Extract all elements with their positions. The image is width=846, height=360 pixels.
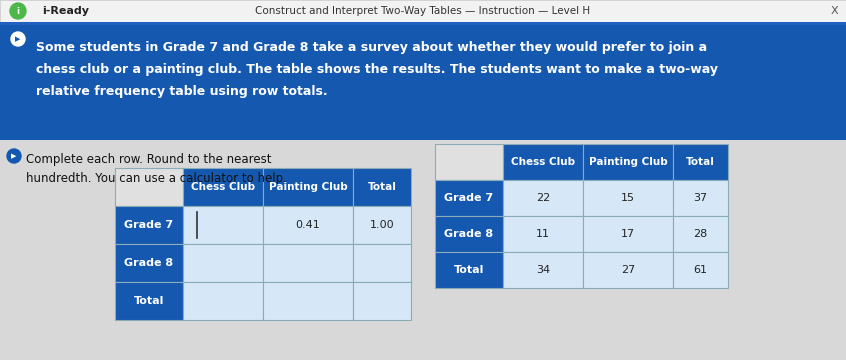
Bar (353, 244, 411, 282)
Bar (583, 144, 673, 180)
Text: Construct and Interpret Two-Way Tables — Instruction — Level H: Construct and Interpret Two-Way Tables —… (255, 6, 591, 16)
Bar (183, 206, 263, 244)
Bar (673, 180, 728, 216)
Circle shape (11, 32, 25, 46)
Text: 22: 22 (536, 193, 550, 203)
Text: Painting Club: Painting Club (589, 157, 667, 167)
Bar (183, 282, 263, 320)
Bar (435, 252, 503, 288)
Text: hundredth. You can use a calculator to help.: hundredth. You can use a calculator to h… (26, 172, 287, 185)
Circle shape (10, 3, 26, 19)
Text: 27: 27 (621, 265, 635, 275)
Bar (673, 216, 728, 252)
Bar (0, 22, 846, 25)
Bar (503, 216, 583, 252)
Bar (263, 206, 353, 244)
Text: 28: 28 (694, 229, 707, 239)
Bar (673, 252, 728, 288)
Bar (353, 206, 411, 244)
Bar (353, 168, 411, 206)
Text: Total: Total (134, 296, 164, 306)
Bar (183, 244, 263, 282)
Text: ▶: ▶ (11, 153, 17, 159)
Bar (263, 282, 353, 320)
Text: chess club or a painting club. The table shows the results. The students want to: chess club or a painting club. The table… (36, 63, 718, 76)
Text: 0.41: 0.41 (295, 220, 321, 230)
Bar (503, 180, 583, 216)
Bar (435, 180, 503, 216)
Bar (673, 144, 728, 180)
Bar (115, 244, 183, 282)
Bar (583, 216, 673, 252)
Bar (115, 168, 183, 206)
Bar (115, 282, 183, 320)
Text: 1.00: 1.00 (370, 220, 394, 230)
Bar (503, 144, 583, 180)
Bar (435, 216, 503, 252)
Text: Grade 7: Grade 7 (444, 193, 493, 203)
Bar (263, 244, 353, 282)
Text: 61: 61 (694, 265, 707, 275)
Bar (115, 206, 183, 244)
Text: Complete each row. Round to the nearest: Complete each row. Round to the nearest (26, 153, 272, 166)
Text: relative frequency table using row totals.: relative frequency table using row total… (36, 85, 327, 98)
Text: Grade 8: Grade 8 (444, 229, 493, 239)
Text: Grade 8: Grade 8 (124, 258, 173, 268)
Bar (353, 282, 411, 320)
Bar (0, 140, 846, 360)
Text: X: X (831, 6, 838, 16)
Text: i: i (17, 6, 19, 15)
Text: Total: Total (686, 157, 715, 167)
Text: Chess Club: Chess Club (191, 182, 255, 192)
Bar (263, 168, 353, 206)
Text: Painting Club: Painting Club (269, 182, 348, 192)
Text: 17: 17 (621, 229, 635, 239)
Text: Grade 7: Grade 7 (124, 220, 173, 230)
Text: 37: 37 (694, 193, 707, 203)
Bar (183, 168, 263, 206)
Bar (583, 252, 673, 288)
Text: 11: 11 (536, 229, 550, 239)
Text: Total: Total (453, 265, 484, 275)
Text: Some students in Grade 7 and Grade 8 take a survey about whether they would pref: Some students in Grade 7 and Grade 8 tak… (36, 41, 707, 54)
Text: i-Ready: i-Ready (42, 6, 89, 16)
Bar (503, 252, 583, 288)
Text: 15: 15 (621, 193, 635, 203)
Circle shape (7, 149, 21, 163)
Text: ▶: ▶ (15, 36, 20, 42)
Bar (583, 180, 673, 216)
Bar (435, 144, 503, 180)
Text: 34: 34 (536, 265, 550, 275)
Text: Total: Total (367, 182, 397, 192)
Bar (0, 0, 846, 22)
Bar (0, 25, 846, 140)
Text: Chess Club: Chess Club (511, 157, 575, 167)
